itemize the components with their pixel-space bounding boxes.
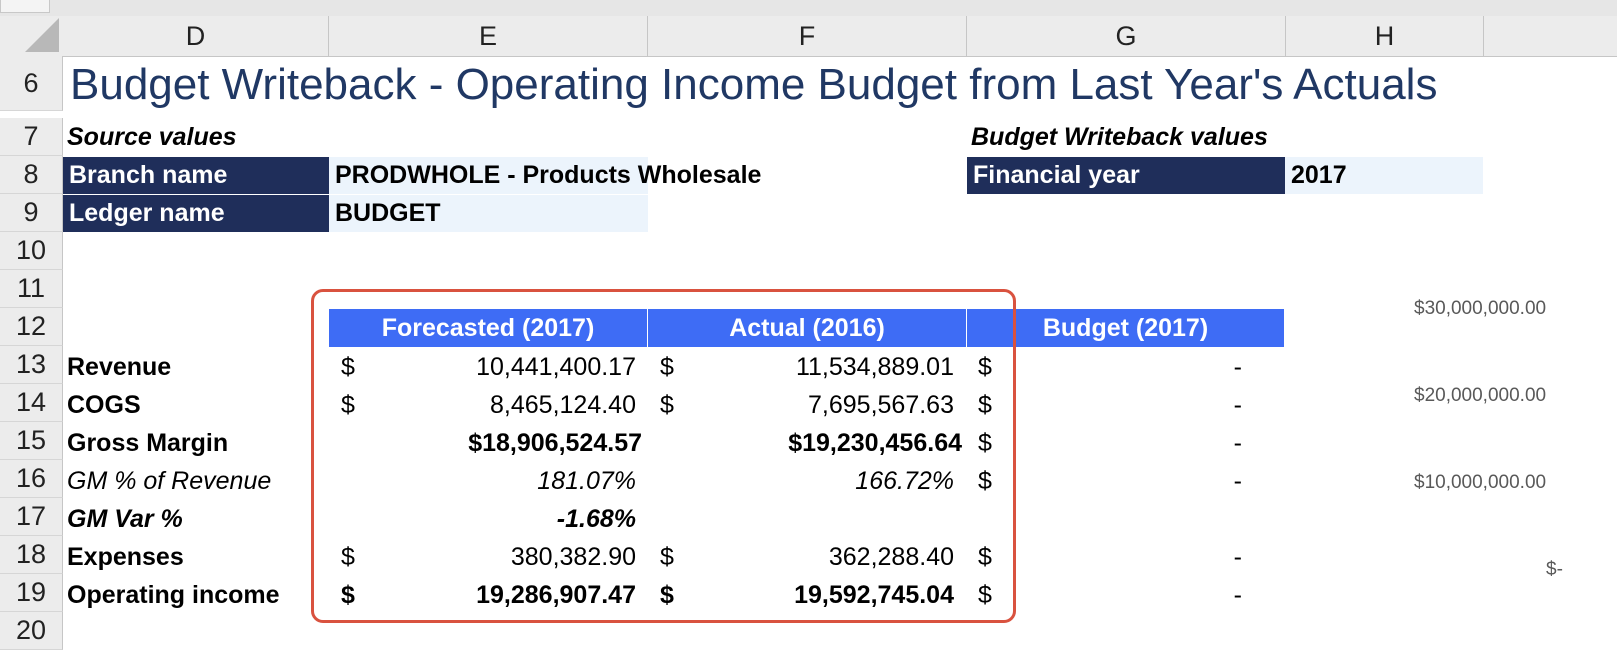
budget-gross-margin[interactable]: -	[1233, 428, 1242, 457]
row-label-gm-var[interactable]: GM Var %	[67, 504, 183, 533]
page-title[interactable]: Budget Writeback - Operating Income Budg…	[70, 60, 1438, 109]
column-header-h[interactable]: H	[1286, 16, 1484, 56]
ledger-name-label[interactable]: Ledger name	[63, 195, 329, 232]
row-header-14[interactable]: 14	[0, 384, 63, 422]
forecast-gross-margin[interactable]: $18,906,524.57	[468, 428, 642, 457]
column-header-d[interactable]: D	[63, 16, 329, 56]
row-header-10[interactable]: 10	[0, 232, 63, 270]
actual-operating-income[interactable]: 19,592,745.04	[794, 580, 954, 609]
budget-currency-cogs: $	[978, 390, 992, 419]
actual-currency-revenue: $	[660, 352, 674, 381]
row-header-7[interactable]: 7	[0, 118, 63, 156]
row-header-15[interactable]: 15	[0, 422, 63, 460]
forecast-currency-operating-income: $	[341, 580, 355, 609]
actual-currency-expenses: $	[660, 542, 674, 571]
financial-year-label[interactable]: Financial year	[967, 157, 1285, 194]
budget-currency-gm-percent: $	[978, 466, 992, 495]
branch-name-label[interactable]: Branch name	[63, 157, 329, 194]
row-header-20[interactable]: 20	[0, 612, 63, 650]
row-header-12[interactable]: 12	[0, 308, 63, 346]
row-header-13[interactable]: 13	[0, 346, 63, 384]
forecast-currency-expenses: $	[341, 542, 355, 571]
actual-revenue[interactable]: 11,534,889.01	[795, 352, 954, 381]
budget-gm-percent[interactable]: -	[1233, 466, 1242, 495]
chart-axis-label: $-	[1546, 559, 1563, 580]
actual-cogs[interactable]: 7,695,567.63	[808, 390, 954, 419]
row-header-11[interactable]: 11	[0, 270, 63, 308]
column-header-e[interactable]: E	[329, 16, 648, 56]
row-header-18[interactable]: 18	[0, 536, 63, 574]
budget-expenses[interactable]: -	[1233, 542, 1242, 571]
forecast-gm-percent[interactable]: 181.07%	[537, 466, 636, 495]
forecast-operating-income[interactable]: 19,286,907.47	[476, 580, 636, 609]
writeback-values-heading[interactable]: Budget Writeback values	[971, 123, 1268, 151]
budget-cogs[interactable]: -	[1233, 390, 1242, 419]
forecasted-header[interactable]: Forecasted (2017)	[329, 309, 647, 347]
forecast-currency-revenue: $	[341, 352, 355, 381]
row-label-operating-income[interactable]: Operating income	[67, 580, 280, 609]
budget-operating-income[interactable]: -	[1233, 580, 1242, 609]
toolbar-strip	[0, 0, 1617, 16]
budget-header[interactable]: Budget (2017)	[967, 309, 1284, 347]
budget-revenue[interactable]: -	[1233, 352, 1242, 381]
budget-currency-operating-income: $	[978, 580, 992, 609]
forecast-expenses[interactable]: 380,382.90	[510, 542, 636, 571]
chart-axis-label: $20,000,000.00	[1414, 385, 1547, 406]
financial-year-value[interactable]: 2017	[1285, 157, 1483, 194]
row-label-cogs[interactable]: COGS	[67, 390, 141, 419]
source-values-heading[interactable]: Source values	[67, 123, 237, 151]
column-header-f[interactable]: F	[648, 16, 967, 56]
actual-currency-operating-income: $	[660, 580, 674, 609]
actual-expenses[interactable]: 362,288.40	[828, 542, 954, 571]
actual-header[interactable]: Actual (2016)	[648, 309, 966, 347]
column-header-i[interactable]	[1484, 16, 1617, 56]
budget-currency-expenses: $	[978, 542, 992, 571]
row-header-16[interactable]: 16	[0, 460, 63, 498]
row-header-8[interactable]: 8	[0, 156, 63, 194]
actual-gm-percent[interactable]: 166.72%	[855, 466, 954, 495]
actual-currency-cogs: $	[660, 390, 674, 419]
budget-currency-revenue: $	[978, 352, 992, 381]
name-box-edge[interactable]	[0, 0, 50, 13]
row-label-expenses[interactable]: Expenses	[67, 542, 184, 571]
budget-currency-gross-margin: $	[978, 428, 992, 457]
chart-axis-label: $30,000,000.00	[1414, 298, 1547, 319]
row-label-gross-margin[interactable]: Gross Margin	[67, 428, 229, 457]
forecast-revenue[interactable]: 10,441,400.17	[476, 352, 636, 381]
forecast-currency-cogs: $	[341, 390, 355, 419]
branch-name-value[interactable]: PRODWHOLE - Products Wholesale	[329, 157, 761, 194]
select-all-corner[interactable]	[0, 16, 64, 57]
row-header-9[interactable]: 9	[0, 194, 63, 232]
highlight-box	[311, 289, 1016, 623]
forecast-cogs[interactable]: 8,465,124.40	[490, 390, 636, 419]
chart-axis-label: $10,000,000.00	[1414, 472, 1547, 493]
column-header-g[interactable]: G	[967, 16, 1286, 56]
row-label-revenue[interactable]: Revenue	[67, 352, 172, 381]
row-label-gm-percent[interactable]: GM % of Revenue	[67, 466, 272, 495]
ledger-name-value[interactable]: BUDGET	[329, 195, 648, 232]
column-header-bar: D E F G H	[63, 16, 1617, 57]
forecast-gm-var[interactable]: -1.68%	[556, 504, 636, 533]
row-header-17[interactable]: 17	[0, 498, 63, 536]
row-header-6[interactable]: 6	[0, 56, 63, 111]
actual-gross-margin[interactable]: $19,230,456.64	[788, 428, 962, 457]
row-header-19[interactable]: 19	[0, 574, 63, 612]
select-all-triangle-icon	[25, 18, 59, 52]
